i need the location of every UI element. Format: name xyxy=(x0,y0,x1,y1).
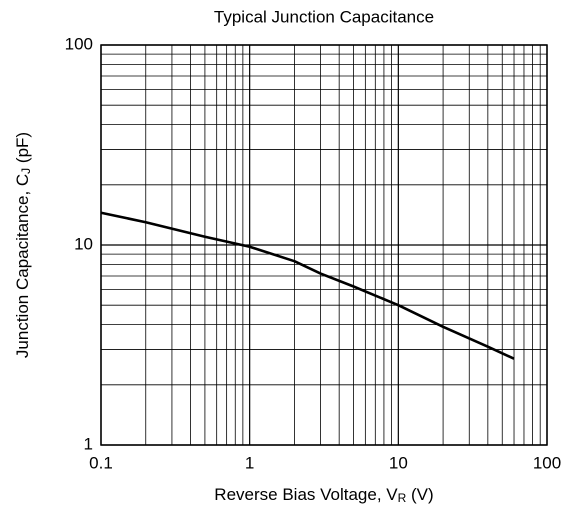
y-axis-label: Junction Capacitance, CJ (pF) xyxy=(13,132,33,358)
line xyxy=(100,211,515,360)
y-label-sub: J xyxy=(19,168,33,174)
x-tick-label: 100 xyxy=(533,453,561,472)
x-axis-label: Reverse Bias Voltage, VR (V) xyxy=(214,485,433,505)
x-label-end: (V) xyxy=(406,485,433,504)
x-label-text: Reverse Bias Voltage, V xyxy=(214,485,398,504)
x-tick-label: 1 xyxy=(245,453,254,472)
x-tick-label: 10 xyxy=(389,453,408,472)
y-label-end: (pF) xyxy=(13,132,32,168)
y-label-text: Junction Capacitance, C xyxy=(13,174,32,358)
x-label-sub: R xyxy=(398,491,407,505)
x-tick-label: 0.1 xyxy=(89,453,113,472)
y-tick-label: 1 xyxy=(84,434,93,453)
y-tick-label: 10 xyxy=(74,234,93,253)
plot-frame xyxy=(100,44,548,446)
chart-title: Typical Junction Capacitance xyxy=(214,7,434,26)
y-tick-label: 100 xyxy=(65,34,93,53)
